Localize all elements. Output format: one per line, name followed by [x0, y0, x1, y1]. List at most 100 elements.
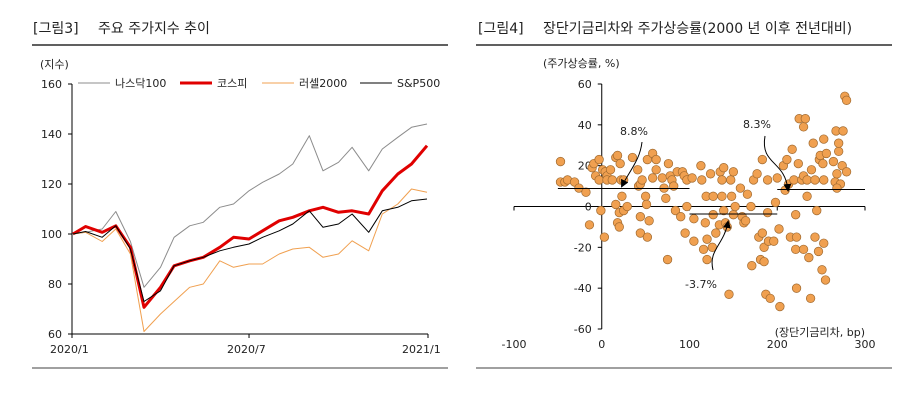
scatter-point	[596, 205, 606, 216]
y-tick-label: 0	[585, 201, 592, 214]
scatter-point	[774, 224, 784, 234]
scatter-point	[805, 293, 816, 304]
scatter-point	[787, 144, 797, 154]
scatter-point	[806, 165, 817, 175]
series-line-S&P500	[72, 198, 428, 302]
y-tick-label: 160	[41, 78, 62, 91]
scatter-point	[615, 158, 625, 169]
series-line-나스닥100	[72, 123, 428, 288]
scatter-point	[698, 244, 709, 255]
scatter-point	[617, 191, 627, 201]
scatter-point	[804, 252, 814, 263]
scatter-point	[717, 191, 727, 201]
line-chart: 60 80 100 120 140 160 2020/1 2020/7 2021/1 나스닥100…	[41, 77, 441, 356]
scatter-point	[762, 207, 773, 218]
scatter-point	[828, 156, 839, 167]
scatter-point	[834, 138, 844, 148]
y-tick-label: -20	[574, 241, 592, 254]
scatter-point	[605, 165, 616, 175]
scatter-point	[808, 138, 818, 148]
annotation-arrow	[711, 220, 731, 271]
scatter-point	[676, 212, 686, 222]
scatter-point	[682, 201, 692, 212]
scatter-point	[757, 154, 767, 165]
scatter-point	[717, 175, 727, 185]
scatter-point	[813, 246, 824, 257]
left-figure-title: 주요 주가지수 추이	[98, 21, 210, 37]
scatter-point	[818, 158, 828, 169]
legend-label: S&P500	[397, 77, 440, 90]
scatter-point	[769, 236, 779, 246]
scatter-point	[697, 175, 707, 185]
scatter-point	[669, 181, 679, 191]
scatter-point	[834, 146, 844, 157]
scatter-point	[644, 216, 654, 226]
scatter-point	[700, 218, 710, 228]
x-tick-label: 2021/1	[402, 343, 441, 356]
scatter-point	[789, 175, 799, 185]
x-tick-label: 300	[855, 338, 876, 351]
scatter-point	[791, 283, 802, 293]
scatter-point	[607, 175, 617, 185]
scatter-point	[627, 152, 638, 163]
scatter-point	[775, 301, 785, 312]
scatter-point	[687, 173, 697, 183]
scatter-point	[711, 228, 721, 238]
scatter-point	[741, 216, 751, 226]
scatter-point	[765, 293, 775, 304]
scatter-point	[819, 238, 829, 248]
scatter-point	[819, 175, 829, 185]
x-tick-label: 0	[598, 338, 605, 351]
scatter-point	[747, 261, 757, 271]
y-tick-label: 40	[578, 119, 592, 132]
scatter-point	[820, 275, 831, 285]
scatter-point	[614, 222, 624, 232]
scatter-point	[819, 134, 829, 144]
scatter-point	[841, 95, 852, 105]
scatter-point	[663, 158, 674, 169]
scatter-point	[670, 205, 681, 216]
scatter-point	[800, 114, 810, 124]
scatter-point	[802, 175, 812, 185]
scatter-point	[735, 183, 746, 193]
scatter-point	[680, 228, 690, 238]
y-tick-label: 60	[578, 78, 592, 91]
scatter-point	[689, 214, 699, 224]
scatter-point	[651, 154, 661, 165]
x-tick-label: 200	[767, 338, 788, 351]
scatter-point	[708, 191, 718, 201]
legend-label: 러셀2000	[299, 77, 347, 90]
scatter-point	[641, 199, 652, 210]
annotation-arrow	[621, 141, 643, 188]
scatter-point	[838, 126, 848, 136]
scatter-point	[708, 210, 718, 220]
scatter-point	[730, 201, 740, 212]
scatter-point	[594, 154, 604, 165]
scatter-point	[651, 165, 661, 175]
left-figure-tag: [그림3]	[33, 21, 79, 37]
scatter-point	[832, 183, 842, 193]
scatter-point	[791, 244, 801, 255]
right-y-axis-label: (주가상승률, %)	[543, 57, 620, 70]
scatter-point	[726, 175, 736, 185]
scatter-point	[635, 212, 646, 222]
scatter-point	[770, 197, 781, 208]
scatter-point	[555, 156, 566, 167]
scatter-point	[642, 232, 653, 242]
x-tick-label: 2020/7	[227, 343, 266, 356]
scatter-point	[726, 191, 737, 201]
scatter-point	[584, 220, 595, 230]
x-tick-label: -100	[502, 338, 527, 351]
scatter-point	[812, 205, 822, 216]
scatter-point	[817, 265, 827, 275]
scatter-point	[696, 161, 706, 171]
scatter-point	[793, 158, 803, 169]
scatter-point	[622, 201, 632, 212]
scatter-point	[810, 175, 820, 185]
scatter-point	[759, 256, 769, 267]
scatter-point	[661, 193, 671, 203]
scatter-point	[635, 228, 646, 238]
scatter-point	[662, 254, 673, 265]
